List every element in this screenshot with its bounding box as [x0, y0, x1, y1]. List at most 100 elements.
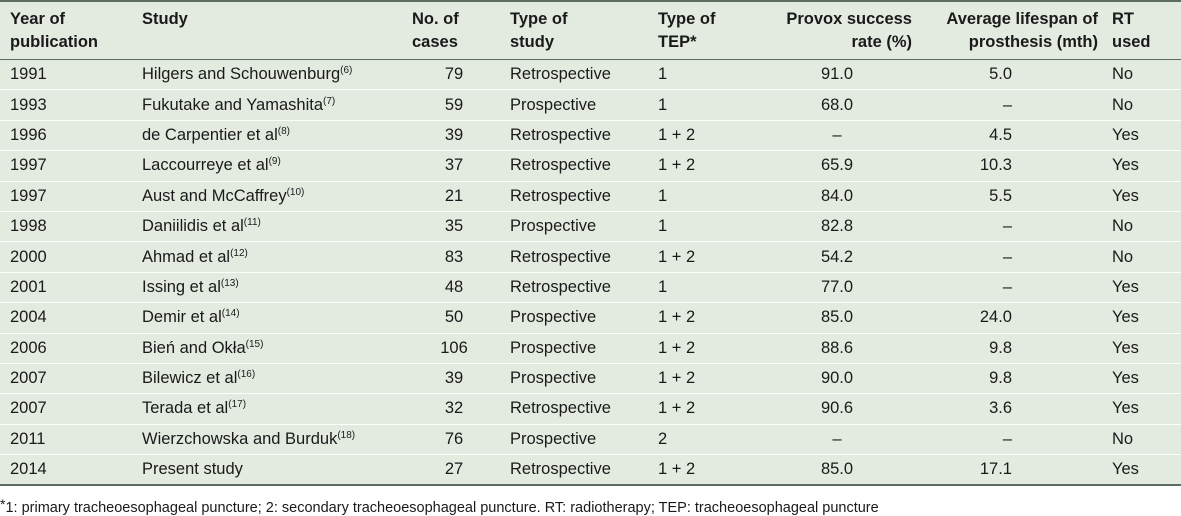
cell-lifespan: 17.1 — [916, 455, 1102, 485]
table-row: 2011 Wierzchowska and Burduk(18) 76 Prospec… — [0, 424, 1181, 455]
cell-year: 1997 — [0, 181, 132, 211]
cell-study: Bień and Okła(15) — [132, 333, 402, 363]
cell-cases-text: 39 — [444, 369, 464, 388]
cell-success-rate-text: 91.0 — [820, 65, 854, 84]
cell-success-rate-text: 77.0 — [820, 277, 854, 296]
header-tep-type: Type of TEP* — [658, 10, 716, 51]
reference-superscript: (12) — [230, 247, 248, 259]
cell-success-rate: 82.8 — [752, 211, 916, 241]
cell-cases: 32 — [402, 394, 500, 424]
cell-cases-text: 32 — [444, 399, 464, 418]
cell-study: Bilewicz et al(16) — [132, 363, 402, 393]
reference-superscript: (9) — [268, 156, 281, 168]
header-lifespan: Average lifespan of prosthesis (mth) — [946, 10, 1098, 51]
cell-study-text: Ahmad et al — [142, 247, 231, 266]
cell-study-text: Bień and Okła — [142, 338, 246, 357]
table-row: 2007 Terada et al(17) 32 Retrospective 1 + 2… — [0, 393, 1181, 425]
table-row: 2007 Bilewicz et al(16) 39 Prospective 1 + 2… — [0, 363, 1181, 394]
cell-study: Daniilidis et al(11) — [132, 211, 402, 241]
reference-superscript: (16) — [237, 369, 256, 381]
cell-lifespan: – — [916, 272, 1102, 302]
cell-rt-used: Yes — [1102, 303, 1181, 333]
cell-lifespan: – — [916, 211, 1102, 241]
cell-cases: 39 — [402, 120, 500, 150]
cell-lifespan-text: – — [1002, 217, 1012, 236]
reference-superscript: (13) — [220, 277, 239, 289]
cell-lifespan-text: – — [1002, 95, 1012, 114]
cell-study-type: Retrospective — [500, 60, 648, 90]
cell-lifespan-text: 9.8 — [989, 369, 1012, 388]
reference-superscript: (6) — [340, 65, 353, 77]
cell-success-rate: 54.2 — [752, 242, 916, 272]
cell-cases: 21 — [402, 181, 500, 211]
cell-rt-used-text: Yes — [1112, 338, 1139, 357]
header-cases: No. of cases — [412, 10, 459, 51]
cell-success-rate-text: 82.8 — [820, 217, 854, 236]
cell-success-rate: 91.0 — [752, 60, 916, 90]
footnote-marker: * — [0, 496, 6, 512]
cell-cases-text: 83 — [444, 247, 464, 266]
cell-lifespan: 3.6 — [916, 394, 1102, 424]
cell-tep-type: 1 + 2 — [648, 151, 752, 181]
reference-superscript: (18) — [337, 429, 356, 441]
cell-tep-type: 1 + 2 — [648, 333, 752, 363]
cell-cases: 59 — [402, 90, 500, 120]
cell-cases-text: 50 — [444, 308, 464, 327]
cell-study-type-text: Prospective — [510, 429, 597, 448]
cell-cases-text: 35 — [444, 217, 464, 236]
cell-success-rate-text: – — [832, 429, 842, 448]
cell-study-type-text: Retrospective — [510, 156, 611, 175]
cell-tep-type-text: 1 + 2 — [658, 125, 696, 144]
cell-tep-type-text: 2 — [658, 429, 668, 448]
cell-tep-type: 1 + 2 — [648, 242, 752, 272]
cell-study-text: Daniilidis et al — [142, 217, 244, 236]
cell-tep-type: 1 + 2 — [648, 120, 752, 150]
cell-year-text: 1991 — [10, 65, 47, 84]
cell-study-type: Prospective — [500, 211, 648, 241]
cell-rt-used-text: No — [1112, 247, 1134, 266]
cell-lifespan-text: 10.3 — [979, 156, 1012, 175]
cell-lifespan: 24.0 — [916, 303, 1102, 333]
cell-tep-type: 1 — [648, 181, 752, 211]
cell-study-text: Terada et al — [142, 399, 229, 418]
cell-study: Laccourreye et al(9) — [132, 151, 402, 181]
cell-success-rate: 65.9 — [752, 151, 916, 181]
header-success-rate: Provox success rate (%) — [786, 10, 912, 51]
cell-tep-type-text: 1 + 2 — [658, 460, 696, 479]
reference-superscript: (10) — [286, 186, 305, 198]
cell-study-type: Prospective — [500, 424, 648, 454]
cell-study-text: de Carpentier et al — [142, 125, 278, 144]
cell-study-text: Demir et al — [142, 308, 222, 327]
cell-year: 2001 — [0, 272, 132, 302]
cell-rt-used-text: Yes — [1112, 125, 1139, 144]
cell-cases: 76 — [402, 424, 500, 454]
cell-study-type: Retrospective — [500, 242, 648, 272]
cell-rt-used-text: Yes — [1112, 156, 1139, 175]
cell-cases-text: 37 — [444, 156, 464, 175]
cell-success-rate: 90.0 — [752, 363, 916, 393]
cell-lifespan: 5.5 — [916, 181, 1102, 211]
header-rt-used: RT used — [1112, 10, 1151, 51]
cell-lifespan: – — [916, 424, 1102, 454]
cell-cases: 106 — [402, 333, 500, 363]
header-study-type: Type of study — [510, 10, 568, 51]
cell-rt-used-text: Yes — [1112, 186, 1139, 205]
cell-cases: 79 — [402, 60, 500, 90]
table-footnote: *1: primary tracheoesophageal puncture; … — [0, 496, 879, 516]
footnote-text: 1: primary tracheoesophageal puncture; 2… — [5, 500, 879, 516]
cell-tep-type-text: 1 + 2 — [658, 308, 696, 327]
cell-year: 1993 — [0, 90, 132, 120]
cell-success-rate-text: 85.0 — [820, 308, 854, 327]
cell-rt-used: No — [1102, 242, 1181, 272]
cell-lifespan: 5.0 — [916, 60, 1102, 90]
cell-rt-used-text: No — [1112, 429, 1134, 448]
cell-year-text: 1997 — [10, 186, 47, 205]
cell-year-text: 1993 — [10, 95, 47, 114]
cell-study-text: Laccourreye et al — [142, 156, 269, 175]
cell-success-rate: 85.0 — [752, 455, 916, 485]
cell-study-text: Aust and McCaffrey — [142, 186, 287, 205]
cell-cases: 35 — [402, 211, 500, 241]
cell-study: Hilgers and Schouwenburg(6) — [132, 60, 402, 90]
cell-cases-text: 79 — [444, 65, 464, 84]
cell-study-type: Retrospective — [500, 394, 648, 424]
